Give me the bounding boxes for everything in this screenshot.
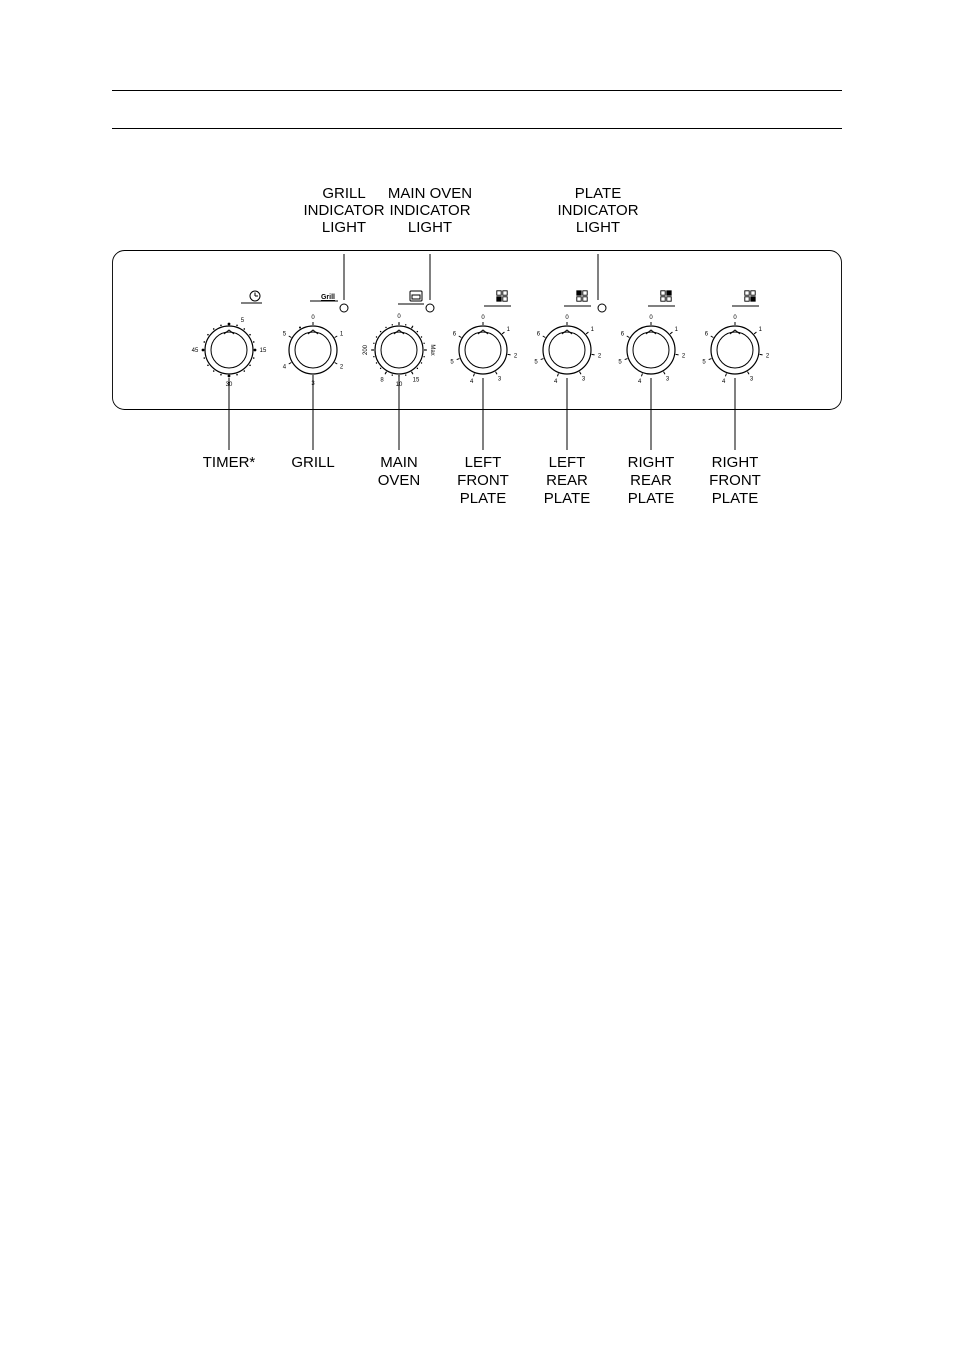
main-oven-indicator-light [426, 304, 434, 312]
svg-text:4: 4 [283, 365, 287, 371]
svg-text:2: 2 [766, 354, 770, 360]
svg-text:5: 5 [534, 359, 538, 365]
grill-knob[interactable]: 012345 [283, 315, 344, 387]
svg-text:MAIN OVEN: MAIN OVEN [388, 185, 472, 202]
svg-text:6: 6 [537, 332, 541, 338]
svg-text:0: 0 [649, 315, 653, 321]
left-rear-plate-knob[interactable]: 0 1 2 3 4 5 6 [534, 315, 602, 385]
right-rear-plate-knob-label: RIGHTREARPLATE [628, 378, 675, 507]
svg-text:0: 0 [481, 315, 485, 321]
svg-text:2: 2 [514, 354, 518, 360]
svg-text:PLATE: PLATE [628, 490, 674, 507]
svg-text:0: 0 [565, 315, 569, 321]
svg-text:INDICATOR: INDICATOR [557, 202, 638, 219]
svg-text:GRILL: GRILL [291, 454, 334, 471]
svg-text:OVEN: OVEN [378, 472, 421, 489]
svg-text:0: 0 [397, 314, 401, 320]
grill-icon: Grill [310, 294, 338, 301]
svg-text:4: 4 [554, 379, 558, 385]
left-rear-plate-indicator-light [598, 304, 606, 312]
svg-text:PLATE: PLATE [460, 490, 506, 507]
svg-text:2: 2 [682, 354, 686, 360]
svg-text:200: 200 [363, 344, 369, 355]
svg-text:5: 5 [618, 359, 622, 365]
grill-indicator-light-label: GRILLINDICATORLIGHT [303, 185, 384, 300]
svg-text:LIGHT: LIGHT [408, 219, 452, 236]
svg-text:45: 45 [192, 348, 199, 354]
plate-icon [732, 291, 759, 306]
svg-text:15: 15 [260, 348, 267, 354]
svg-text:0: 0 [311, 315, 315, 321]
svg-text:1: 1 [340, 332, 344, 338]
svg-text:REAR: REAR [546, 472, 588, 489]
svg-text:4: 4 [722, 379, 726, 385]
svg-text:5: 5 [241, 318, 245, 324]
svg-text:REAR: REAR [630, 472, 672, 489]
main-oven-knob-label: MAINOVEN [378, 378, 421, 489]
svg-text:MAIN: MAIN [380, 454, 418, 471]
svg-text:5: 5 [702, 359, 706, 365]
page-root: 1530455Grill0123450Max151082000123456012… [0, 0, 954, 1351]
svg-text:PLATE: PLATE [575, 185, 621, 202]
svg-text:5: 5 [283, 332, 287, 338]
svg-text:5: 5 [450, 359, 454, 365]
svg-text:3: 3 [582, 377, 586, 383]
svg-text:FRONT: FRONT [709, 472, 761, 489]
left-front-plate-knob[interactable]: 0 1 2 3 4 5 6 [450, 315, 518, 385]
timer-knob[interactable]: 1530455 [192, 318, 267, 388]
svg-text:FRONT: FRONT [457, 472, 509, 489]
svg-text:6: 6 [453, 332, 457, 338]
hr-2 [112, 128, 842, 129]
control-panel-outline [113, 251, 842, 410]
left-rear-plate-knob-label: LEFTREARPLATE [544, 378, 590, 507]
svg-text:6: 6 [705, 332, 709, 338]
plate-icon [484, 291, 511, 306]
plate-icon [564, 291, 591, 306]
svg-text:4: 4 [638, 379, 642, 385]
svg-text:15: 15 [413, 377, 420, 383]
svg-text:3: 3 [498, 377, 502, 383]
svg-text:TIMER*: TIMER* [203, 454, 256, 471]
svg-text:RIGHT: RIGHT [628, 454, 675, 471]
right-rear-plate-knob[interactable]: 0 1 2 3 4 5 6 [618, 315, 686, 385]
left-front-plate-knob-label: LEFTFRONTPLATE [457, 378, 509, 507]
svg-text:GRILL: GRILL [322, 185, 365, 202]
svg-text:0: 0 [733, 315, 737, 321]
svg-text:4: 4 [470, 379, 474, 385]
grill-indicator-light [340, 304, 348, 312]
svg-text:1: 1 [759, 327, 763, 333]
svg-text:LEFT: LEFT [549, 454, 586, 471]
svg-text:3: 3 [666, 377, 670, 383]
svg-text:3: 3 [750, 377, 754, 383]
hr-1 [112, 90, 842, 91]
svg-text:RIGHT: RIGHT [712, 454, 759, 471]
svg-text:6: 6 [621, 332, 625, 338]
oven-indicator-light-label: MAIN OVENINDICATORLIGHT [388, 185, 472, 300]
svg-text:1: 1 [675, 327, 679, 333]
svg-text:1: 1 [507, 327, 511, 333]
svg-text:PLATE: PLATE [712, 490, 758, 507]
svg-text:INDICATOR: INDICATOR [389, 202, 470, 219]
main-oven-knob[interactable]: 0Max15108200 [363, 314, 435, 388]
svg-text:PLATE: PLATE [544, 490, 590, 507]
svg-text:2: 2 [340, 365, 344, 371]
right-front-plate-knob[interactable]: 0 1 2 3 4 5 6 [702, 315, 770, 385]
svg-text:Grill: Grill [321, 294, 335, 301]
svg-text:1: 1 [591, 327, 595, 333]
svg-text:8: 8 [380, 377, 384, 383]
plate-icon [648, 291, 675, 306]
right-front-plate-knob-label: RIGHTFRONTPLATE [709, 378, 761, 507]
timer-knob-label: TIMER* [203, 378, 256, 471]
svg-text:LEFT: LEFT [465, 454, 502, 471]
oven-icon [398, 291, 424, 304]
svg-text:LIGHT: LIGHT [576, 219, 620, 236]
grill-knob-label: GRILL [291, 378, 334, 471]
svg-text:Max: Max [429, 344, 435, 355]
svg-text:INDICATOR: INDICATOR [303, 202, 384, 219]
svg-text:2: 2 [598, 354, 602, 360]
timer-icon [241, 291, 262, 303]
control-panel-diagram: 1530455Grill0123450Max151082000123456012… [112, 170, 842, 530]
svg-text:LIGHT: LIGHT [322, 219, 366, 236]
plate-indicator-light-label: PLATEINDICATORLIGHT [557, 185, 638, 300]
